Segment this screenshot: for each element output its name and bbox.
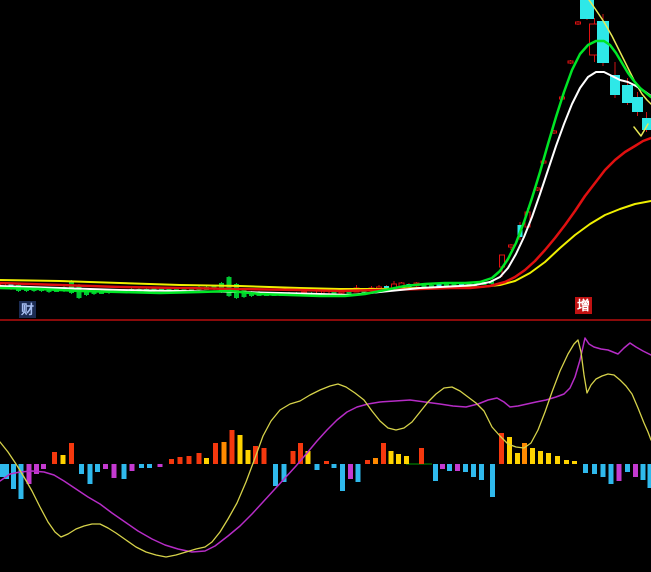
price-panel-marker-zeng: 增	[575, 297, 593, 314]
price-panel-marker-cai: 财	[19, 301, 37, 318]
